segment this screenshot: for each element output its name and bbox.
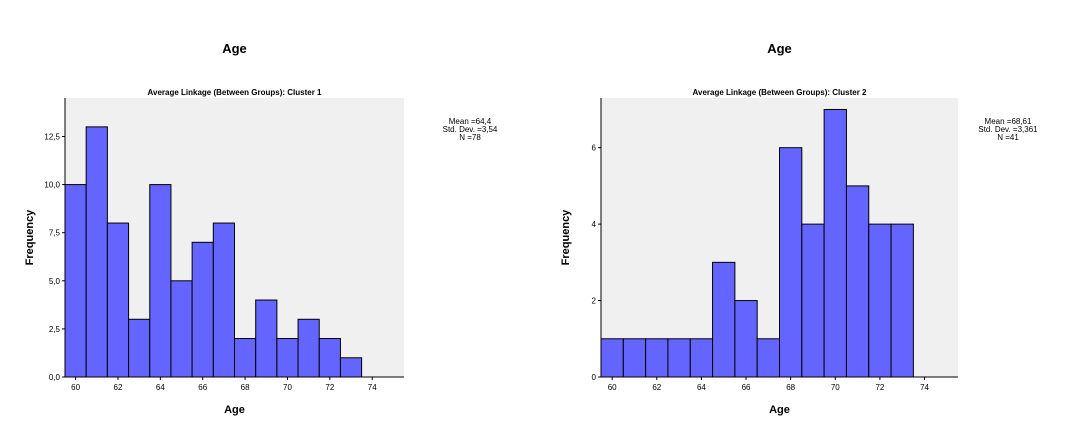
- y-tick-label: 0: [592, 373, 597, 382]
- stats-line: Mean =68,61: [985, 117, 1032, 126]
- x-tick-label: 74: [920, 383, 929, 392]
- y-tick-label: 5,0: [49, 277, 61, 286]
- y-tick-label: 0,0: [49, 373, 61, 382]
- y-tick-label: 10,0: [44, 181, 60, 190]
- stats-line: N =41: [997, 133, 1019, 142]
- histogram-chart-cluster-2: Age Average Linkage (Between Groups): Clu…: [560, 41, 1038, 416]
- x-tick-label: 70: [831, 383, 840, 392]
- y-tick-label: 2,5: [49, 325, 61, 334]
- histogram-bar: [191, 241, 214, 378]
- histogram-bar: [318, 338, 341, 378]
- histogram-bar: [212, 222, 235, 378]
- histogram-bar: [667, 338, 691, 378]
- x-tick-label: 66: [742, 383, 751, 392]
- x-tick-label: 64: [697, 383, 706, 392]
- histogram-panel-cluster-2: Age Average Linkage (Between Groups): Clu…: [541, 0, 1082, 430]
- x-tick-label: 70: [283, 383, 292, 392]
- histogram-bar: [64, 184, 87, 378]
- histogram-bar: [600, 338, 624, 378]
- histogram-bar: [823, 108, 847, 378]
- stats-line: Std. Dev. =3,54: [443, 125, 498, 134]
- histogram-bar: [645, 338, 669, 378]
- x-tick-label: 66: [198, 383, 207, 392]
- y-tick-label: 2: [592, 297, 597, 306]
- histogram-bar: [255, 299, 278, 378]
- x-tick-label: 72: [325, 383, 334, 392]
- histogram-bar: [339, 357, 363, 378]
- chart-title: Age: [767, 41, 792, 56]
- x-tick-label: 60: [608, 383, 617, 392]
- stats-line: Std. Dev. =3,361: [978, 125, 1038, 134]
- histogram-bar: [779, 147, 803, 378]
- histogram-bar: [689, 338, 714, 378]
- histogram-bar: [170, 280, 193, 378]
- x-tick-label: 68: [241, 383, 250, 392]
- histogram-bar: [234, 338, 257, 378]
- stats-line: Mean =64,4: [449, 117, 492, 126]
- histogram-bar: [756, 338, 780, 378]
- histogram-bar: [734, 300, 758, 378]
- stats-line: N =78: [459, 133, 481, 142]
- x-axis-title: Age: [769, 404, 790, 416]
- x-tick-label: 62: [114, 383, 123, 392]
- chart-title: Age: [222, 41, 247, 56]
- x-axis-title: Age: [224, 404, 245, 416]
- x-tick-label: 74: [368, 383, 377, 392]
- histogram-bar: [106, 222, 130, 378]
- histogram-bar: [276, 338, 299, 378]
- histogram-bar: [845, 185, 870, 378]
- x-tick-label: 72: [875, 383, 884, 392]
- histogram-bar: [868, 223, 892, 378]
- histogram-bar: [85, 126, 108, 378]
- y-axis-title: Frequency: [24, 209, 36, 266]
- x-tick-label: 64: [156, 383, 165, 392]
- x-tick-label: 60: [71, 383, 80, 392]
- x-tick-label: 62: [652, 383, 661, 392]
- histogram-bar: [128, 318, 151, 378]
- chart-subtitle: Average Linkage (Between Groups): Cluste…: [148, 88, 323, 97]
- y-tick-label: 7,5: [49, 229, 61, 238]
- y-tick-label: 6: [592, 144, 597, 153]
- histogram-bar: [890, 223, 914, 378]
- y-tick-label: 4: [592, 220, 597, 229]
- histogram-bar: [297, 318, 320, 378]
- histogram-panel-cluster-1: Age Average Linkage (Between Groups): Clu…: [24, 41, 498, 416]
- x-tick-label: 68: [786, 383, 795, 392]
- y-tick-label: 12,5: [44, 132, 60, 141]
- histogram-chart-cluster-1: Age Average Linkage (Between Groups): Clu…: [24, 41, 498, 416]
- y-axis-title: Frequency: [560, 209, 572, 266]
- histogram-bar: [712, 261, 736, 378]
- histogram-bar: [801, 223, 825, 378]
- histogram-bar: [149, 184, 172, 378]
- histogram-bar: [622, 338, 647, 378]
- chart-subtitle: Average Linkage (Between Groups): Cluste…: [693, 88, 868, 97]
